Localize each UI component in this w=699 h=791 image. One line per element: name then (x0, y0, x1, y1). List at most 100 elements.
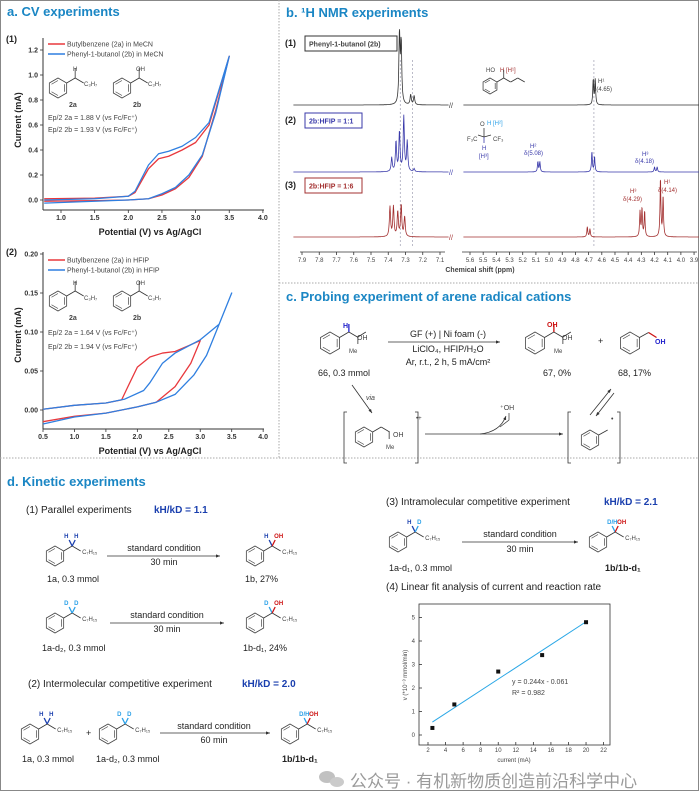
bond (510, 77, 518, 83)
x-tick-label: 4 (444, 748, 448, 754)
peak-h1-label-3: H¹ (664, 180, 670, 186)
r2-product-label: 1b-d₁, 24% (243, 643, 287, 653)
exp3-kie: kH/kD = 2.1 (604, 497, 658, 508)
atom-me: Me (386, 445, 395, 451)
benzene-ring-icon (588, 531, 608, 553)
atom-label: D (117, 712, 122, 718)
ring-double-bond (391, 545, 399, 550)
bond (614, 525, 619, 533)
cv1-ylabel: Current (mA) (13, 92, 23, 148)
data-point (496, 669, 501, 674)
r3-sm2-label: 1a-d₂, 0.3 mmol (96, 754, 160, 764)
atom-label: H (64, 534, 68, 540)
chain-label: C₃H₇ (148, 296, 161, 302)
byproduct-bond (499, 413, 510, 428)
y-tick-label: 4 (412, 639, 416, 645)
ring-double-bond (101, 737, 109, 742)
x-tick-label: 7.6 (350, 258, 359, 264)
nmr-row3-name: 2b:HFIP = 1:6 (309, 184, 354, 191)
cv1-legend: Butylbenzene (2a) in MeCN Phenyl-1-butan… (48, 42, 164, 59)
atom-oh-red: OH (547, 322, 558, 329)
hfip-h3: [H³] (479, 154, 489, 160)
bond (66, 290, 76, 297)
r1-product-label: 1b, 27% (245, 574, 278, 584)
peak-h2-shift: δ(5.08) (524, 151, 543, 157)
curved-arrow (479, 415, 507, 435)
atom-label: D (264, 601, 269, 607)
y-tick-label: 0.10 (24, 330, 38, 337)
x-tick-label: 4.0 (258, 434, 268, 441)
x-tick-label: 4.0 (258, 215, 268, 222)
nmr-row1-label: (1) (285, 38, 296, 48)
x-tick-label: 7.3 (401, 258, 410, 264)
cv1-xlabel: Potential (V) vs Ag/AgCl (99, 227, 202, 237)
exp1-label: (1) Parallel experiments (26, 505, 132, 516)
legend-2b: Phenyl-1-butanol (2b) in HFIP (67, 268, 160, 275)
condition-label: standard condition (177, 721, 251, 731)
y-tick-label: 0.00 (24, 408, 38, 415)
chain-label: C₃H₇ (84, 296, 97, 302)
ring-double-bond (48, 626, 56, 631)
x-tick-label: 7.7 (332, 258, 341, 264)
time-label: 30 min (150, 557, 177, 567)
x-tick-label: 4.0 (677, 258, 686, 264)
atom-me: Me (349, 349, 358, 355)
ring-double-bond (283, 726, 291, 731)
x-tick-label: 1.5 (101, 434, 111, 441)
ring-double-bond (48, 559, 56, 564)
bond (271, 612, 281, 619)
x-tick-label: 7.9 (298, 258, 307, 264)
atom-oh: OH (393, 432, 404, 439)
cv-curve-2b (44, 55, 230, 204)
x-tick-label: 4.4 (624, 258, 633, 264)
y-tick-label: 0.6 (28, 123, 38, 130)
atom-label: D/H (607, 520, 617, 526)
x-tick-label: 4.6 (598, 258, 607, 264)
bond (121, 717, 126, 725)
x-tick-label: 3.0 (195, 434, 205, 441)
ring-double-bond (23, 737, 31, 742)
bond (372, 426, 382, 433)
x-tick-label: 8 (479, 748, 483, 754)
bond (598, 429, 608, 436)
bond (46, 717, 51, 725)
ring-double-bond (283, 737, 291, 742)
via-arrow (351, 384, 373, 414)
benzene-ring-icon (580, 429, 600, 451)
bond (406, 531, 416, 538)
chain-label: C₇H₁₅ (282, 617, 298, 623)
x-tick-label: 14 (530, 748, 537, 754)
ring-double-bond (248, 548, 256, 553)
ring-double-bond (51, 91, 59, 96)
x-tick-label: 7.8 (315, 258, 324, 264)
nmr-row1-name: Phenyl-1-butanol (2b) (309, 42, 381, 49)
exp2-label: (2) Intermolecular competitive experimen… (28, 679, 212, 690)
cv-curve-2b (42, 292, 233, 425)
bracket (567, 411, 571, 464)
benzene-ring-icon (320, 331, 340, 355)
peak-h3-shift-3: δ(4.29) (623, 197, 642, 203)
nmr-spectrum-right (463, 151, 699, 173)
bond (544, 331, 555, 338)
x-tick-label: 2.0 (132, 434, 142, 441)
ring-double-bond (23, 726, 31, 731)
bond (380, 426, 390, 433)
x-tick-label: 7.1 (436, 258, 445, 264)
peak-h3-label: H³ (642, 152, 648, 158)
hfip-f3c: F₃C (467, 137, 478, 143)
benzene-ring-icon (112, 77, 132, 99)
fit-line (432, 621, 587, 723)
nmr-row3-box (304, 177, 363, 194)
legend-2a: Butylbenzene (2a) in HFIP (67, 258, 149, 265)
bond (298, 723, 308, 730)
y-tick-label: 0.2 (28, 173, 38, 180)
condition-label: standard condition (483, 529, 557, 539)
byproduct-label: ⁺OH (500, 405, 514, 412)
x-tick-label: 4.2 (650, 258, 659, 264)
ring-double-bond (622, 346, 631, 352)
bracket (415, 411, 419, 464)
atom-label: H (49, 712, 53, 718)
ring-double-bond (115, 91, 123, 96)
wechat-icon (319, 771, 344, 787)
x-tick-label: 4.1 (664, 258, 673, 264)
